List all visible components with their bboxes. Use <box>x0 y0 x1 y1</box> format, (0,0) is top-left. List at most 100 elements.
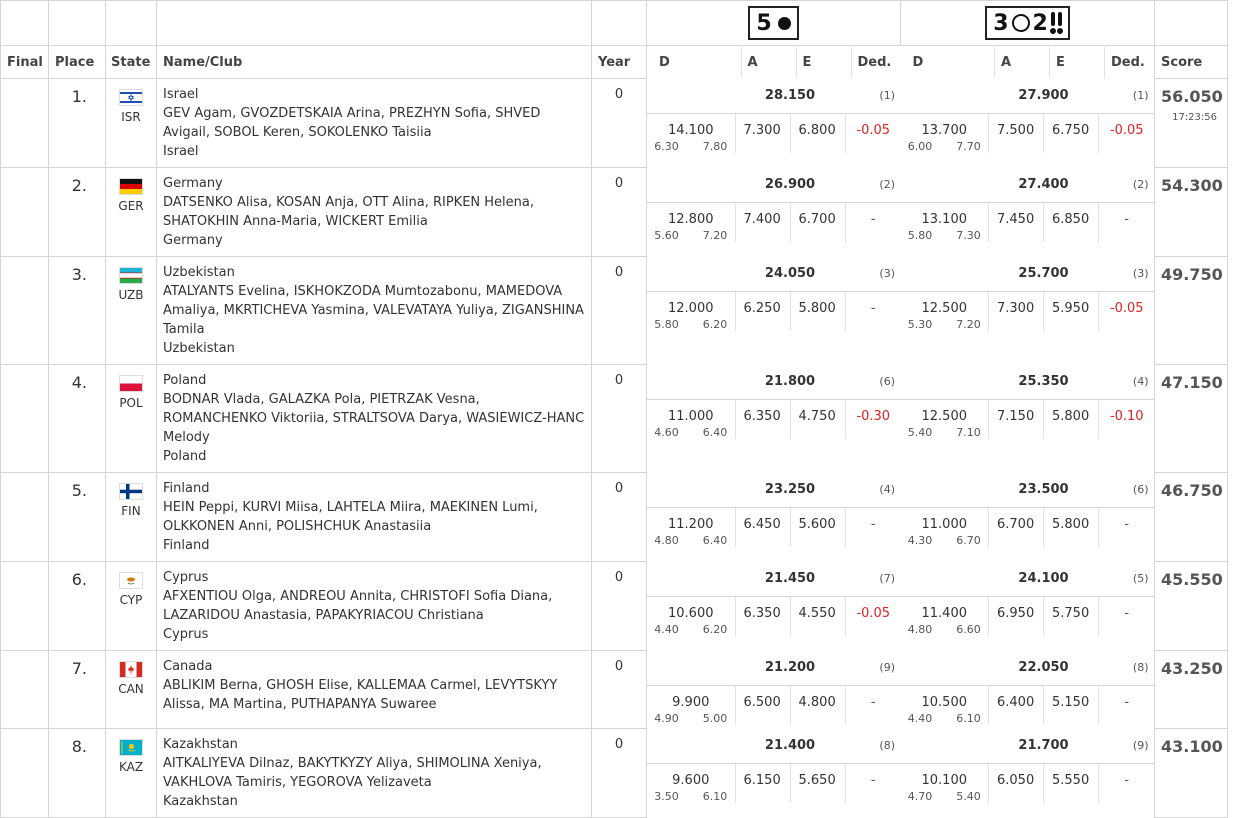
name-club-cell[interactable]: Israel GEV Agam, GVOZDETSKAIA Arina, PRE… <box>156 78 592 168</box>
team-members: ABLIKIM Berna, GHOSH Elise, KALLEMAA Car… <box>163 678 558 712</box>
final-cell <box>0 78 49 168</box>
deduction: -0.05 <box>844 113 902 153</box>
deduction: -0.05 <box>844 596 902 636</box>
state-code: UZB <box>118 288 144 302</box>
d-score: 12.500 <box>921 300 968 316</box>
a-score: 6.700 <box>988 507 1044 547</box>
d-sub-1: 4.80 <box>654 533 679 547</box>
table-row[interactable]: 4. POL Poland BODNAR Vlada, GALAZKA Pola… <box>0 364 1228 473</box>
state-code: GER <box>118 199 144 213</box>
state-code: POL <box>119 396 143 410</box>
d-sub-2: 7.20 <box>956 317 981 331</box>
deduction: - <box>1098 507 1155 547</box>
deduction: - <box>1098 685 1155 725</box>
header-state[interactable]: State <box>105 45 157 79</box>
header-name[interactable]: Name/Club <box>156 45 592 79</box>
a-score: 6.350 <box>734 596 790 636</box>
apparatus-total: 27.400 <box>988 167 1099 203</box>
apparatus-scores: 27.400 (2) 13.100 5.80 7.30 7.450 6.850 - <box>900 167 1155 257</box>
state-cell: POL <box>105 364 157 473</box>
place: 7. <box>48 650 106 729</box>
name-club-cell[interactable]: Canada ABLIKIM Berna, GHOSH Elise, KALLE… <box>156 650 592 729</box>
final-cell <box>0 561 49 651</box>
table-row[interactable]: 2. GER Germany DATSENKO Alisa, KOSAN Anj… <box>0 167 1228 257</box>
year: 0 <box>591 561 647 651</box>
header-score[interactable]: Score <box>1154 45 1228 79</box>
d-sub-1: 4.40 <box>654 622 679 636</box>
header-place[interactable]: Place <box>48 45 106 79</box>
name-club-cell[interactable]: Finland HEIN Peppi, KURVI Miisa, LAHTELA… <box>156 472 592 562</box>
team-members: ATALYANTS Evelina, ISKHOKZODA Mumtozabon… <box>163 284 584 337</box>
total-score-cell: 46.750 <box>1154 472 1228 562</box>
year: 0 <box>591 256 647 365</box>
deduction: - <box>844 685 902 725</box>
table-row[interactable]: 5. FIN Finland HEIN Peppi, KURVI Miisa, … <box>0 472 1228 562</box>
header-ded: Ded. <box>850 46 907 78</box>
club-name: Cyprus <box>163 627 209 642</box>
name-club-cell[interactable]: Poland BODNAR Vlada, GALAZKA Pola, PIETR… <box>156 364 592 473</box>
team-name: Germany <box>163 176 223 191</box>
apparatus-total: 25.350 <box>988 364 1099 400</box>
a-score: 7.300 <box>734 113 790 153</box>
apparatus-count-2: 2 <box>1032 10 1048 36</box>
apparatus-scores: 25.700 (3) 12.500 5.30 7.20 7.300 5.950 -… <box>900 256 1155 365</box>
apparatus-rank: (9) <box>845 650 902 686</box>
table-row[interactable]: 6. CYP Cyprus AFXENTIOU Olga, ANDREOU An… <box>0 561 1228 651</box>
d-sub-1: 4.80 <box>907 622 933 636</box>
apparatus-rank: (2) <box>1098 167 1155 203</box>
d-sub-1: 4.30 <box>907 533 933 547</box>
name-club-cell[interactable]: Uzbekistan ATALYANTS Evelina, ISKHOKZODA… <box>156 256 592 365</box>
table-row[interactable]: 7. CAN Canada ABLIKIM Berna, GHOSH Elise… <box>0 650 1228 729</box>
header-d: D <box>659 54 670 70</box>
d-score: 13.700 <box>921 122 968 138</box>
club-name: Uzbekistan <box>163 341 235 356</box>
e-score: 6.700 <box>789 202 846 242</box>
header-final[interactable]: Final <box>0 45 49 79</box>
apparatus-total: 25.700 <box>988 256 1099 292</box>
total-score-cell: 43.250 <box>1154 650 1228 729</box>
state-code: KAZ <box>118 760 144 774</box>
name-club-cell[interactable]: Germany DATSENKO Alisa, KOSAN Anja, OTT … <box>156 167 592 257</box>
state-cell: CAN <box>105 650 157 729</box>
name-club-cell[interactable]: Cyprus AFXENTIOU Olga, ANDREOU Annita, C… <box>156 561 592 651</box>
apparatus-scores: 28.150 (1) 14.100 6.30 7.80 7.300 6.800 -… <box>647 78 902 168</box>
d-sub-2: 6.40 <box>702 425 728 439</box>
a-score: 6.950 <box>988 596 1044 636</box>
year: 0 <box>591 364 647 473</box>
place: 3. <box>48 256 106 365</box>
d-sub-2: 6.20 <box>702 622 728 636</box>
apparatus-rank: (3) <box>1098 256 1155 292</box>
club-name: Kazakhstan <box>163 794 238 809</box>
a-score: 7.150 <box>988 399 1044 439</box>
header-a: A <box>994 46 1050 78</box>
clubs-icon <box>1056 12 1063 34</box>
apparatus-header-hoop-clubs: 3 2 <box>900 0 1155 46</box>
year: 0 <box>591 78 647 168</box>
header-a: A <box>740 46 796 78</box>
team-members: GEV Agam, GVOZDETSKAIA Arina, PREZHYN So… <box>163 106 541 140</box>
apparatus-rank: (4) <box>1098 364 1155 400</box>
a-score: 6.050 <box>988 763 1044 803</box>
e-score: 4.750 <box>789 399 846 439</box>
header-app2: D A E Ded. <box>901 46 1161 79</box>
e-score: 5.650 <box>789 763 846 803</box>
apparatus-rank: (2) <box>845 167 902 203</box>
name-club-cell[interactable]: Kazakhstan AITKALIYEVA Dilnaz, BAKYTKYZY… <box>156 728 592 818</box>
table-row[interactable]: 1. ISR Israel GEV Agam, GVOZDETSKAIA Ari… <box>0 78 1228 168</box>
final-cell <box>0 167 49 257</box>
d-score: 11.000 <box>921 516 968 532</box>
apparatus-count: 5 <box>756 10 772 36</box>
header-year[interactable]: Year <box>591 45 647 79</box>
apparatus-total: 21.450 <box>735 561 846 597</box>
deduction: - <box>1098 596 1155 636</box>
state-cell: CYP <box>105 561 157 651</box>
d-sub-1: 5.30 <box>907 317 933 331</box>
table-row[interactable]: 8. KAZ Kazakhstan AITKALIYEVA Dilnaz, BA… <box>0 728 1228 818</box>
table-row[interactable]: 3. UZB Uzbekistan ATALYANTS Evelina, ISK… <box>0 256 1228 365</box>
d-sub-2: 6.40 <box>702 533 728 547</box>
header-d: D <box>912 54 924 70</box>
apparatus-rank: (8) <box>845 728 902 764</box>
flag-uzbekistan-icon <box>119 267 143 284</box>
final-cell <box>0 256 49 365</box>
d-score: 12.000 <box>668 300 714 316</box>
